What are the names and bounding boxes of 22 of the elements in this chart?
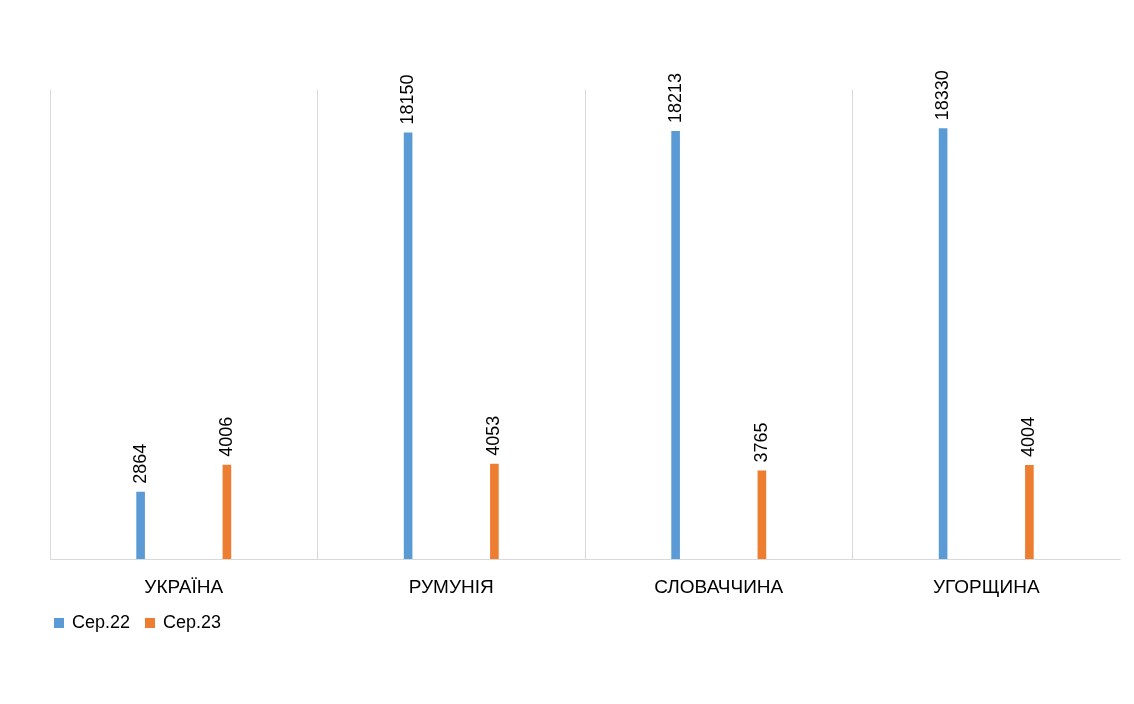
data-label: 4006 [215,416,236,457]
x-tick-label: СЛОВАЧЧИНА [654,575,784,597]
data-label: 3765 [750,422,771,463]
bar [222,464,232,559]
legend-label: Сер.23 [163,612,222,632]
bar [136,491,145,559]
bar [490,463,499,559]
bar [403,132,413,559]
data-label: 4053 [483,415,504,456]
data-label: 4004 [1018,416,1039,457]
x-tick-label: УГОРЩИНА [932,575,1040,597]
x-tick-label: УКРАЇНА [144,575,224,597]
data-label: 18150 [397,74,418,125]
bar [1025,464,1034,559]
bar [938,128,948,559]
data-label: 18330 [932,70,953,121]
legend-label: Сер.22 [72,612,131,632]
data-label: 18213 [664,72,685,123]
data-label: 2864 [129,443,150,484]
x-tick-label: РУМУНІЯ [408,575,494,597]
bar [671,130,680,559]
bar [757,470,767,559]
